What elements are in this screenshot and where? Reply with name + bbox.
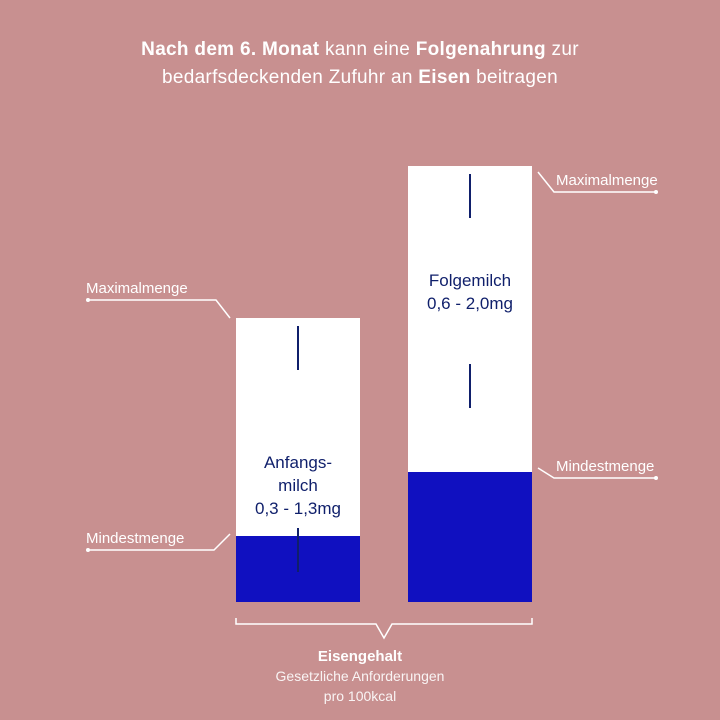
axis-bracket	[0, 0, 720, 720]
axis-label: Eisengehalt Gesetzliche Anforderungen pr…	[0, 646, 720, 706]
callout-mindestmenge: Mindestmenge	[86, 530, 184, 547]
bar-folgemilch: Folgemilch0,6 - 2,0mg	[408, 166, 532, 602]
callout-maximalmenge: Maximalmenge	[86, 280, 188, 297]
bar-anfangsmilch: Anfangs-milch0,3 - 1,3mg	[236, 318, 360, 602]
axis-sub-1: Gesetzliche Anforderungen	[0, 667, 720, 687]
bar-tick	[469, 364, 471, 408]
callout-mindestmenge: Mindestmenge	[556, 458, 654, 475]
bar-tick	[297, 326, 299, 370]
bar-label-folgemilch: Folgemilch0,6 - 2,0mg	[408, 270, 532, 316]
infographic-stage: Nach dem 6. Monat kann eine Folgenahrung…	[0, 0, 720, 720]
headline: Nach dem 6. Monat kann eine Folgenahrung…	[0, 36, 720, 91]
callout-maximalmenge: Maximalmenge	[556, 172, 658, 189]
axis-title: Eisengehalt	[0, 646, 720, 667]
bar-tick	[469, 174, 471, 218]
bar-tick	[297, 528, 299, 572]
axis-sub-2: pro 100kcal	[0, 687, 720, 707]
leader-lines	[0, 0, 720, 720]
bar-label-anfangsmilch: Anfangs-milch0,3 - 1,3mg	[236, 452, 360, 521]
bar-min-folgemilch	[408, 472, 532, 602]
